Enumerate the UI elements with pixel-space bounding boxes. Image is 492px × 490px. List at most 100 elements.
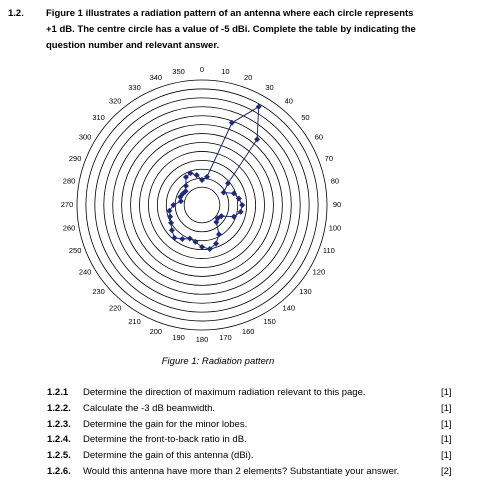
angle-label: 230 [92,287,105,296]
question-text: Determine the direction of maximum radia… [83,387,366,398]
angle-label: 110 [323,246,335,255]
angle-label: 300 [79,132,92,141]
angle-label: 290 [69,154,82,163]
question-text: Would this antenna have more than 2 elem… [83,466,400,477]
pattern-point [186,235,193,242]
grid-circle [174,177,230,233]
question-text: Determine the gain for the minor lobes. [83,418,248,430]
figure-caption: Figure 1: Radiation pattern [161,356,275,367]
pattern-point [170,202,177,208]
angle-label: 310 [92,113,105,122]
pattern-point [203,173,210,180]
pattern-point [254,136,261,143]
pattern-point [206,245,213,252]
angle-label: 340 [150,73,163,82]
pattern-point [213,240,220,247]
angle-label: 250 [69,246,82,255]
pattern-point [239,202,246,208]
angle-label: 140 [283,303,296,312]
angle-label: 180 [196,335,209,344]
pattern-point [255,103,262,110]
grid-circle [103,106,301,304]
pattern-point [230,190,237,197]
pattern-point [168,227,175,234]
angle-label: 40 [285,97,293,106]
pattern-point [199,243,205,250]
pattern-point [182,188,189,195]
question-text: Calculate the -3 dB beamwidth. [83,402,216,414]
pattern-point [166,207,173,214]
pattern-point [168,219,175,226]
angle-label: 260 [63,223,76,232]
angle-label: 130 [299,287,312,296]
angle-label: 150 [263,317,276,326]
pattern-point [213,219,220,226]
angle-label: 280 [63,177,76,186]
pattern-line [168,105,260,250]
angle-label: 270 [61,200,74,209]
question-number: 1.2.5. [47,450,71,462]
question-marks: [1] [441,402,452,414]
grid-circle [94,97,310,313]
pattern-point [182,182,189,189]
question-marks: [1] [441,434,452,446]
grid-circle [130,133,274,277]
angle-label: 160 [242,327,255,336]
pattern-point [187,170,194,177]
question-marks: [1] [441,387,452,398]
grid-circle [148,151,256,259]
angle-label: 200 [150,327,163,336]
angle-label: 20 [244,73,252,82]
grid-circle [183,186,221,224]
grid-circle [76,79,328,331]
angle-label: 0 [200,65,204,74]
pattern-point [192,238,199,245]
pattern-point [179,236,186,243]
angle-label: 350 [172,67,185,76]
angle-label: 210 [128,317,141,326]
grid-circle [139,142,265,268]
angle-label: 80 [331,177,339,186]
grid-circle [85,88,319,322]
pattern-point [237,208,244,215]
pattern-point [177,198,184,205]
angle-label: 330 [128,83,141,92]
pattern-point [171,234,178,241]
pattern-point [224,180,231,187]
angle-label: 100 [329,223,342,232]
grid-circle [165,168,239,242]
angle-label: 30 [265,83,273,92]
pattern-point [235,195,242,202]
question-number: 1.2.2. [47,402,71,414]
pattern-point [220,189,227,196]
question-text: Determine the gain of this antenna (dBi)… [83,450,254,462]
question-number: 1.2.3. [47,418,71,430]
question-number: 1.2.1 [47,387,69,398]
angle-label: 190 [172,333,185,342]
intro-line: question number and relevant answer. [46,40,220,51]
angle-label: 10 [221,67,229,76]
question-number: 1.2.6. [47,466,71,477]
question-text: Determine the front-to-back ratio in dB. [83,434,247,446]
pattern-point [228,119,235,126]
angle-label: 90 [333,200,341,209]
pattern-point [215,231,222,238]
question-marks: [1] [441,450,452,462]
grid-circle [121,124,283,286]
pattern-point [193,172,200,179]
grid-circle [112,115,292,295]
question-marks: [1] [441,418,452,430]
angle-label: 320 [109,97,122,106]
question-marks: [2] [441,466,452,477]
pattern-point [230,213,237,220]
angle-label: 240 [79,267,92,276]
intro-line: +1 dB. The centre circle has a value of … [46,24,416,35]
question-number: 1.2.4. [47,434,71,446]
angle-label: 60 [315,132,323,141]
pattern-point [167,213,174,220]
angle-label: 50 [301,113,309,122]
angle-label: 170 [219,333,232,342]
angle-label: 70 [325,154,333,163]
